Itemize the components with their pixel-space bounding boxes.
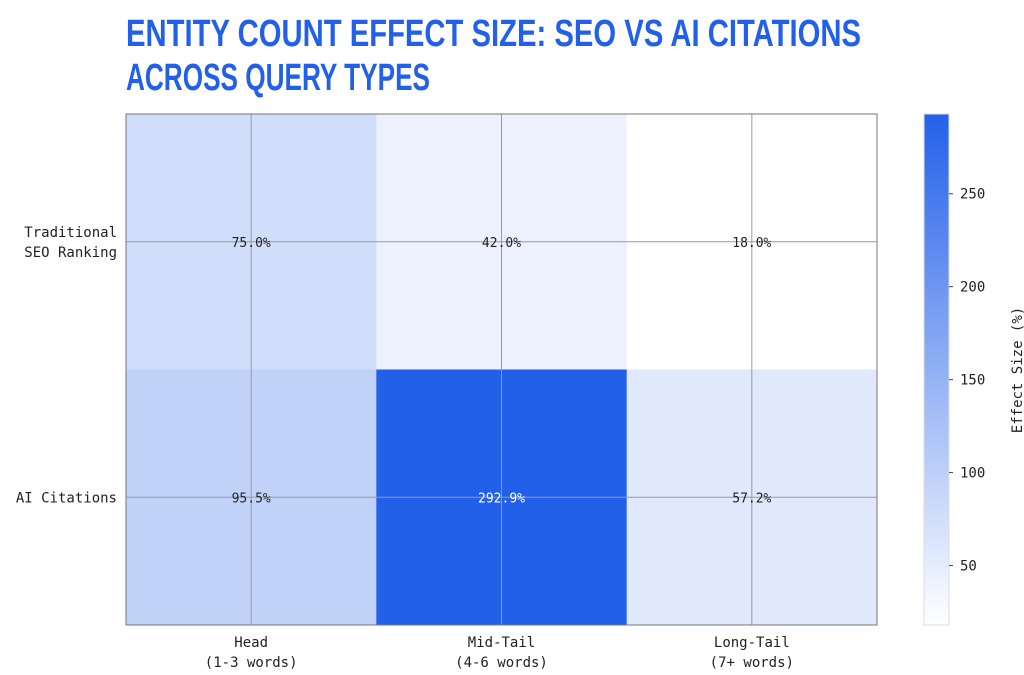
y-tick-label: SEO Ranking [24, 245, 117, 261]
x-tick-label: Long-Tail [714, 635, 790, 651]
cell-label: 95.5% [232, 491, 271, 506]
colorbar-tick-label: 150 [960, 373, 985, 389]
cell-label: 292.9% [478, 491, 525, 506]
x-tick-label: (7+ words) [710, 655, 794, 670]
x-tick-label: Head [234, 635, 268, 651]
x-tick-label: Mid-Tail [468, 635, 535, 651]
cell-label: 18.0% [732, 236, 771, 251]
cell-label: 57.2% [732, 491, 771, 506]
colorbar [923, 113, 950, 626]
colorbar-tick-label: 50 [960, 559, 977, 575]
chart-title-line-1: ENTITY COUNT EFFECT SIZE: SEO VS AI CITA… [126, 13, 861, 55]
chart-title-line-2: ACROSS QUERY TYPES [126, 57, 430, 99]
y-tick-label: AI Citations [16, 490, 117, 506]
colorbar-tick-label: 100 [960, 466, 985, 482]
colorbar-tick-label: 250 [960, 187, 985, 203]
colorbar-label: Effect Size (%) [1010, 307, 1024, 433]
colorbar-tick-label: 200 [960, 280, 985, 296]
cell-label: 42.0% [482, 236, 521, 251]
plot-frame [125, 113, 878, 626]
x-tick-label: (4-6 words) [455, 655, 548, 670]
cell-label: 75.0% [232, 236, 271, 251]
x-tick-label: (1-3 words) [205, 655, 298, 670]
y-tick-label: Traditional [24, 225, 117, 241]
